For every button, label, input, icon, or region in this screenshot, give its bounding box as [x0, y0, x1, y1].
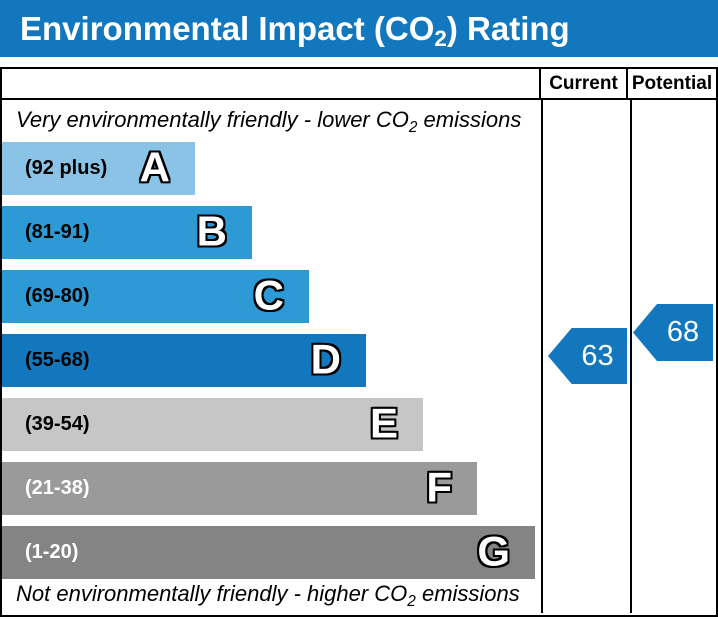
current-rating-value: 63	[581, 339, 614, 372]
current-rating-arrow: 63	[548, 328, 627, 384]
header-cell-current: Current	[541, 69, 628, 98]
current-column: 63	[543, 100, 632, 613]
bottom-note-text-end: emissions	[415, 581, 520, 606]
band-letter: A	[139, 143, 170, 191]
band-row-d: (55-68) D	[2, 334, 366, 387]
bottom-note-text: Not environmentally friendly - higher CO	[16, 581, 408, 606]
page-title: Environmental Impact (CO2) Rating	[20, 9, 570, 51]
band-range-label: (92 plus)	[25, 157, 108, 179]
band-range-label: (21-38)	[25, 477, 90, 499]
table-header-row: Current Potential	[2, 69, 716, 100]
rating-table: Current Potential Very environmentally f…	[0, 67, 718, 617]
band-row-e: (39-54) E	[2, 398, 423, 451]
band-letter: G	[477, 527, 510, 575]
band-row-c: (69-80) C	[2, 270, 309, 323]
top-note: Very environmentally friendly - lower CO…	[16, 107, 522, 136]
page-title-text-end: ) Rating	[446, 9, 570, 47]
potential-column: 68	[632, 100, 716, 613]
band-row-b: (81-91) B	[2, 206, 252, 259]
potential-rating-arrow: 68	[633, 304, 713, 361]
title-bar: Environmental Impact (CO2) Rating	[0, 0, 718, 57]
bottom-note: Not environmentally friendly - higher CO…	[16, 581, 520, 610]
band-range-label: (55-68)	[25, 349, 90, 371]
top-note-text-end: emissions	[417, 107, 522, 132]
band-range-label: (39-54)	[25, 413, 90, 435]
band-row-g: (1-20) G	[2, 526, 535, 579]
header-cell-main	[2, 69, 541, 98]
band-range-label: (69-80)	[25, 285, 90, 307]
band-range-label: (81-91)	[25, 221, 90, 243]
band-letter: F	[426, 463, 452, 511]
potential-rating-value: 68	[666, 316, 700, 348]
band-letter: E	[369, 399, 398, 447]
band-range-label: (1-20)	[25, 541, 79, 563]
page-title-subscript: 2	[434, 25, 447, 51]
band-letter: C	[253, 271, 284, 319]
band-letter: D	[310, 335, 341, 383]
band-row-f: (21-38) F	[2, 462, 477, 515]
band-row-a: (92 plus) A	[2, 142, 195, 195]
top-note-subscript: 2	[408, 118, 418, 136]
page-title-text: Environmental Impact (CO	[20, 9, 435, 47]
bands-column: Very environmentally friendly - lower CO…	[2, 100, 543, 613]
band-letter: B	[196, 207, 227, 255]
top-note-text: Very environmentally friendly - lower CO	[16, 107, 409, 132]
bottom-note-subscript: 2	[407, 592, 416, 610]
header-cell-potential: Potential	[631, 72, 713, 94]
table-body: Very environmentally friendly - lower CO…	[2, 100, 716, 613]
